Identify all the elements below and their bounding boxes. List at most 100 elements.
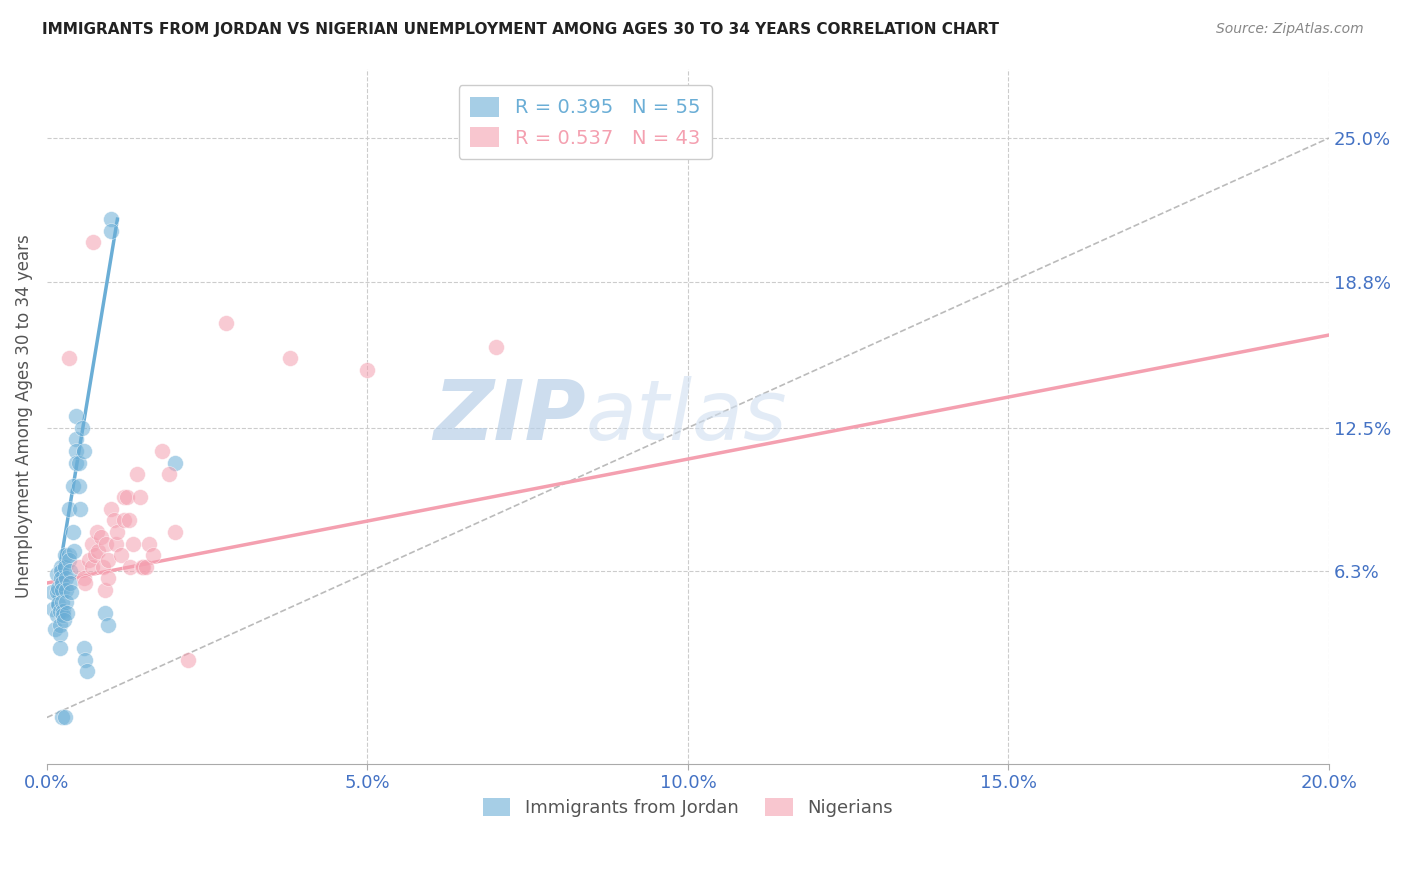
- Y-axis label: Unemployment Among Ages 30 to 34 years: Unemployment Among Ages 30 to 34 years: [15, 235, 32, 598]
- Point: [94, 536, 117, 550]
- Point: [45, 608, 67, 623]
- Point: [142, 548, 165, 562]
- Text: IMMIGRANTS FROM JORDAN VS NIGERIAN UNEMPLOYMENT AMONG AGES 30 TO 34 YEARS CORREL: IMMIGRANTS FROM JORDAN VS NIGERIAN UNEMP…: [42, 22, 1000, 37]
- Point: [97, 617, 120, 632]
- Point: [41, 585, 63, 599]
- Point: [138, 536, 160, 550]
- Point: [60, 585, 83, 599]
- Point: [110, 548, 132, 562]
- Point: [128, 491, 150, 505]
- Point: [280, 351, 302, 366]
- Point: [115, 491, 138, 505]
- Point: [120, 559, 142, 574]
- Point: [122, 536, 145, 550]
- Point: [42, 601, 65, 615]
- Point: [80, 536, 103, 550]
- Point: [58, 351, 80, 366]
- Point: [65, 456, 87, 470]
- Point: [112, 491, 135, 505]
- Point: [100, 212, 122, 227]
- Point: [177, 652, 200, 666]
- Point: [132, 559, 155, 574]
- Point: [49, 571, 72, 585]
- Point: [91, 559, 114, 574]
- Point: [118, 513, 141, 527]
- Point: [65, 433, 87, 447]
- Point: [51, 710, 73, 724]
- Point: [62, 524, 84, 539]
- Point: [70, 421, 93, 435]
- Point: [58, 501, 80, 516]
- Point: [73, 640, 96, 655]
- Point: [86, 524, 108, 539]
- Point: [97, 553, 120, 567]
- Point: [58, 553, 80, 567]
- Point: [59, 576, 82, 591]
- Point: [356, 363, 378, 377]
- Point: [125, 467, 148, 482]
- Point: [135, 559, 157, 574]
- Point: [80, 559, 103, 574]
- Point: [52, 608, 75, 623]
- Point: [52, 613, 75, 627]
- Point: [53, 559, 76, 574]
- Point: [93, 606, 115, 620]
- Point: [484, 340, 506, 354]
- Point: [48, 627, 70, 641]
- Point: [82, 235, 104, 250]
- Point: [97, 571, 120, 585]
- Point: [48, 617, 70, 632]
- Point: [73, 571, 96, 585]
- Point: [67, 559, 90, 574]
- Point: [90, 530, 112, 544]
- Point: [62, 543, 84, 558]
- Point: [87, 543, 110, 558]
- Point: [51, 594, 73, 608]
- Point: [55, 594, 77, 608]
- Point: [67, 456, 90, 470]
- Point: [48, 597, 70, 611]
- Point: [45, 566, 67, 581]
- Point: [51, 582, 73, 597]
- Point: [67, 479, 90, 493]
- Point: [53, 710, 76, 724]
- Point: [65, 409, 87, 424]
- Point: [48, 604, 70, 618]
- Point: [62, 479, 84, 493]
- Point: [157, 467, 180, 482]
- Point: [165, 524, 187, 539]
- Point: [56, 606, 79, 620]
- Text: ZIP: ZIP: [433, 376, 585, 457]
- Text: atlas: atlas: [585, 376, 787, 457]
- Point: [55, 571, 77, 585]
- Point: [75, 652, 97, 666]
- Point: [105, 536, 128, 550]
- Point: [215, 317, 238, 331]
- Point: [93, 582, 115, 597]
- Point: [75, 576, 97, 591]
- Point: [165, 456, 187, 470]
- Text: Source: ZipAtlas.com: Source: ZipAtlas.com: [1216, 22, 1364, 37]
- Point: [100, 501, 122, 516]
- Point: [76, 664, 98, 678]
- Point: [49, 565, 72, 579]
- Point: [150, 444, 173, 458]
- Point: [55, 582, 77, 597]
- Point: [100, 224, 122, 238]
- Point: [53, 548, 76, 562]
- Point: [103, 513, 125, 527]
- Point: [105, 524, 128, 539]
- Point: [112, 513, 135, 527]
- Point: [44, 623, 66, 637]
- Point: [59, 565, 82, 579]
- Point: [84, 548, 107, 562]
- Point: [48, 640, 70, 655]
- Point: [45, 585, 67, 599]
- Point: [58, 548, 80, 562]
- Point: [131, 559, 153, 574]
- Point: [69, 501, 91, 516]
- Point: [48, 581, 70, 595]
- Point: [51, 576, 73, 591]
- Legend: Immigrants from Jordan, Nigerians: Immigrants from Jordan, Nigerians: [475, 790, 900, 824]
- Point: [73, 444, 96, 458]
